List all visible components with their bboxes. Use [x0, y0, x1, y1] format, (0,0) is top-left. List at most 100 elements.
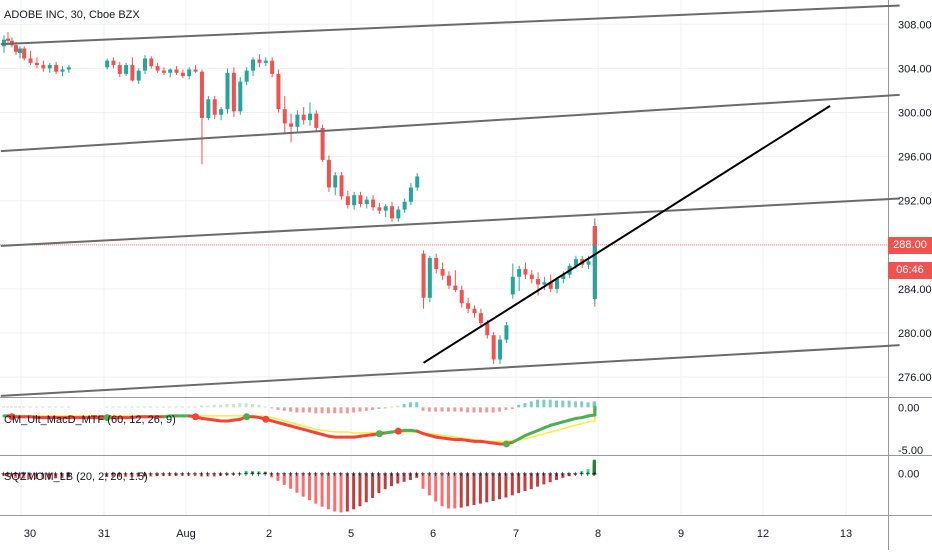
macd-histogram-bar [561, 400, 565, 408]
macd-histogram-bar [358, 407, 362, 412]
macd-histogram-bar [510, 407, 514, 410]
price-axis-label: 300.00 [898, 107, 932, 119]
squeeze-dot: + [560, 469, 565, 478]
squeeze-momentum-bar [402, 473, 406, 482]
macd-cross-dot [375, 430, 383, 438]
candle-body [440, 269, 445, 276]
candle-body [47, 65, 52, 69]
macd-histogram-bar [326, 407, 330, 414]
squeeze-dot: + [592, 469, 597, 478]
squeeze-momentum-bar [314, 473, 318, 504]
macd-histogram-bar [478, 407, 482, 413]
squeeze-dot: + [573, 469, 578, 478]
candle-body [491, 335, 496, 360]
candle-body [364, 199, 369, 205]
time-axis-label: 7 [513, 528, 519, 540]
squeeze-momentum-bar [60, 473, 64, 478]
squeeze-dot: + [167, 469, 172, 478]
candle-body [54, 65, 59, 72]
candle-body [206, 99, 211, 118]
channel-line [0, 4, 900, 46]
squeeze-momentum-bar [459, 473, 463, 508]
squeeze-momentum-bar [364, 473, 368, 503]
squeeze-momentum-bar [155, 473, 159, 477]
candle-body [472, 308, 477, 314]
macd-axis-label: 0.00 [898, 402, 919, 414]
squeeze-dot: + [313, 469, 318, 478]
squeeze-momentum-bar [180, 473, 184, 476]
time-axis-label: 6 [430, 528, 436, 540]
macd-histogram-bar [308, 407, 311, 413]
squeeze-dot: + [66, 469, 71, 478]
macd-histogram-bar [383, 407, 387, 409]
macd-indicator-title: CM_Ult_MacD_MTF (60, 12, 26, 9) [4, 414, 176, 426]
squeeze-dot: + [218, 469, 223, 478]
candle-body [314, 113, 319, 128]
squeeze-dot: + [497, 469, 502, 478]
macd-histogram-bar [10, 406, 13, 408]
macd-histogram-bar [161, 406, 165, 408]
squeeze-dot: + [231, 469, 236, 478]
squeeze-dot: + [491, 469, 496, 478]
macd-histogram-bar [542, 399, 546, 408]
squeeze-momentum-bar [219, 473, 223, 476]
squeeze-momentum-bar [523, 473, 527, 491]
squeeze-dot: + [592, 469, 597, 478]
macd-histogram-bar [105, 406, 109, 408]
squeeze-momentum-bar [542, 473, 546, 485]
squeeze-dot: + [244, 469, 249, 478]
squeeze-dot: + [205, 469, 210, 478]
macd-histogram-bar [60, 406, 64, 408]
squeeze-momentum-bar [28, 473, 32, 480]
squeeze-momentum-bar [498, 473, 502, 500]
squeeze-dot: + [427, 469, 432, 478]
macd-histogram-bar [212, 404, 216, 408]
squeeze-momentum-bar [472, 473, 476, 505]
macd-histogram-bar [415, 402, 419, 408]
squeeze-momentum-bar [47, 473, 51, 479]
squeeze-momentum-bar [212, 473, 216, 477]
squeeze-dot: + [459, 469, 464, 478]
squeeze-momentum-bar [377, 473, 381, 494]
squeeze-momentum-bar [225, 473, 229, 476]
candle-body [320, 127, 325, 160]
squeeze-dot: + [402, 469, 407, 478]
squeeze-momentum-bar [339, 473, 343, 513]
macd-histogram-bar [54, 406, 58, 408]
squeeze-momentum-bar [66, 473, 70, 478]
squeeze-momentum-bar [440, 473, 444, 507]
squeeze-dot: + [351, 469, 356, 478]
countdown-label: 06:46 [888, 262, 932, 279]
macd-histogram-bar [282, 407, 286, 411]
macd-histogram-bar [472, 407, 476, 413]
macd-histogram-bar [295, 407, 299, 413]
squeeze-dot: + [53, 469, 58, 478]
candle-body [251, 59, 256, 71]
squeeze-dot: + [592, 469, 597, 478]
candle-body [446, 275, 451, 286]
candle-body [257, 59, 262, 63]
candle-body [66, 67, 71, 70]
candle-body [212, 99, 217, 115]
macd-histogram-bar [301, 407, 305, 413]
squeeze-momentum-bar [320, 473, 324, 507]
macd-histogram-bar [352, 407, 356, 413]
candle-body [478, 313, 483, 324]
candle-body [523, 269, 528, 275]
macd-histogram-bar [47, 406, 51, 408]
squeeze-momentum-bar [289, 473, 293, 489]
squeeze-momentum-bar [295, 473, 299, 493]
candle-body [263, 60, 268, 63]
macd-histogram-bar [193, 406, 197, 408]
macd-histogram-bar [276, 407, 280, 410]
macd-histogram-bar [34, 406, 38, 408]
candle-body [136, 70, 141, 81]
squeeze-dot: + [592, 469, 597, 478]
squeeze-dot: + [212, 469, 217, 478]
squeeze-momentum-bar [18, 473, 21, 479]
squeeze-momentum-bar [567, 473, 571, 477]
squeeze-dot: + [320, 469, 325, 478]
macd-histogram-bar [466, 407, 470, 413]
